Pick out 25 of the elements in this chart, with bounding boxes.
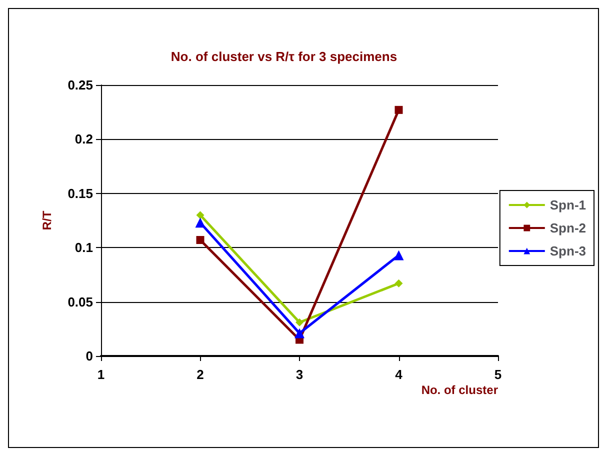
legend-label: Spn-1 <box>550 198 586 212</box>
y-tick-label: 0.1 <box>74 240 93 256</box>
y-tick-label: 0.05 <box>68 294 93 310</box>
x-tick-label: 4 <box>395 367 404 382</box>
x-tick-label: 2 <box>196 367 204 382</box>
point <box>294 328 304 338</box>
x-tick-label: 1 <box>97 367 105 382</box>
x-tick-label: 3 <box>296 367 304 382</box>
y-axis-title: R/T <box>40 210 54 230</box>
legend-label: Spn-2 <box>550 220 586 236</box>
point <box>196 211 204 220</box>
x-tick-label: 5 <box>494 367 502 382</box>
point <box>296 318 304 326</box>
legend-label: Spn-3 <box>550 244 586 258</box>
point <box>195 218 206 228</box>
x-axis-title: No. of cluster <box>421 383 498 397</box>
point <box>394 279 403 288</box>
point <box>394 250 404 260</box>
chart-title: No. of cluster vs R/τ for 3 specimens <box>170 49 398 64</box>
point <box>394 106 403 114</box>
point <box>196 236 204 244</box>
y-tick-label: 0.15 <box>68 186 93 201</box>
y-tick-label: 0.25 <box>68 78 93 92</box>
y-tick-label: 0 <box>86 348 93 364</box>
y-tick-label: 0.2 <box>74 132 93 147</box>
